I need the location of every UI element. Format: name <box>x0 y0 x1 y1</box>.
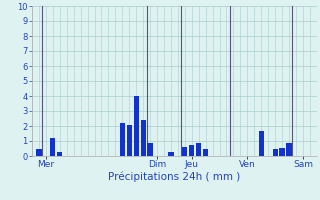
Bar <box>182 147 188 156</box>
Bar <box>120 123 125 156</box>
Bar <box>127 124 132 156</box>
Bar <box>140 120 146 156</box>
Bar <box>286 142 292 156</box>
Bar <box>273 148 278 156</box>
Bar <box>189 145 194 156</box>
Bar <box>133 96 139 156</box>
Bar <box>168 152 173 156</box>
Bar <box>57 152 62 156</box>
Bar <box>196 142 201 156</box>
Bar <box>36 148 42 156</box>
Bar <box>203 148 208 156</box>
Bar <box>279 148 285 156</box>
X-axis label: Précipitations 24h ( mm ): Précipitations 24h ( mm ) <box>108 172 241 182</box>
Bar <box>259 130 264 156</box>
Bar <box>50 138 55 156</box>
Bar <box>148 142 153 156</box>
